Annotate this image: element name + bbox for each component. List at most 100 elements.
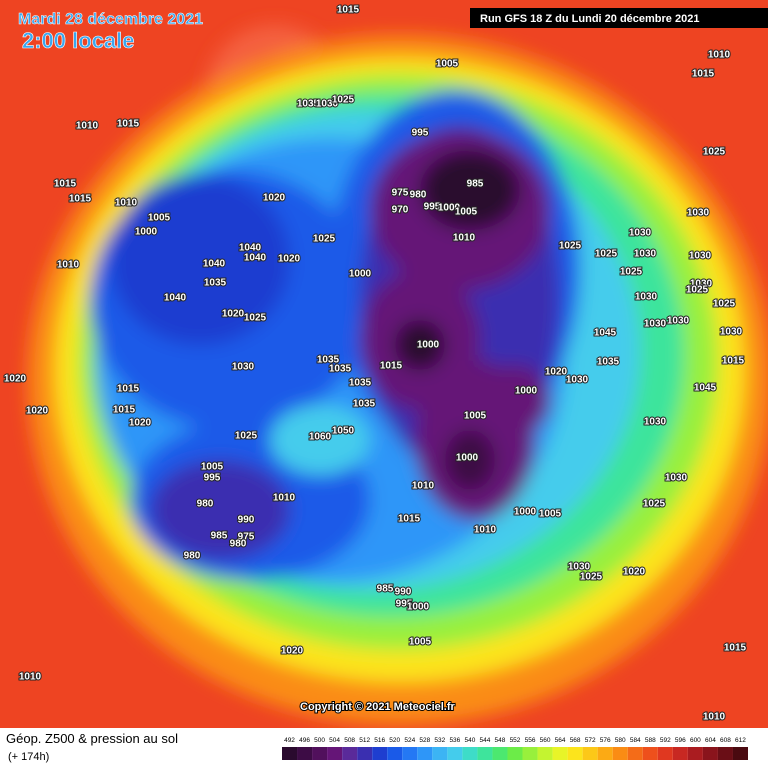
isobar-label: 1035: [297, 99, 320, 110]
isobar-label: 1015: [117, 384, 140, 395]
legend-level: 544: [480, 737, 491, 744]
isobar-label: 1025: [580, 572, 603, 583]
isobar-label: 1040: [164, 293, 187, 304]
isobar-label: 1000: [407, 602, 430, 613]
legend-swatch: [312, 747, 328, 760]
legend-swatch: [492, 747, 508, 760]
legend-swatch: [537, 747, 553, 760]
isobar-label: 1020: [545, 367, 568, 378]
legend-swatch: [687, 747, 703, 760]
legend-level: 596: [675, 737, 686, 744]
isobar-label: 1015: [54, 179, 77, 190]
legend-level: 508: [344, 737, 355, 744]
legend-level: 564: [555, 737, 566, 744]
legend-level: 520: [389, 737, 400, 744]
isobar-label: 1010: [708, 50, 731, 61]
legend-level: 576: [600, 737, 611, 744]
isobar-label: 1005: [148, 213, 171, 224]
isobar-label: 1035: [349, 378, 372, 389]
legend-level: 588: [645, 737, 656, 744]
isobar-label: 980: [230, 539, 247, 550]
legend-level: 500: [314, 737, 325, 744]
date-label: Mardi 28 décembre 2021: [18, 11, 203, 28]
legend-level: 608: [720, 737, 731, 744]
isobar-label: 995: [396, 599, 413, 610]
isobar-label: 985: [467, 179, 484, 190]
isobar-label: 975: [238, 532, 255, 543]
isobar-label: 1020: [263, 193, 286, 204]
isobar-label: 1005: [409, 637, 432, 648]
isobar-label: 1030: [690, 279, 713, 290]
legend-swatch: [597, 747, 613, 760]
isobar-label: 1025: [686, 285, 709, 296]
isobar-label: 980: [410, 190, 427, 201]
run-box: [470, 8, 768, 28]
legend-swatch: [387, 747, 403, 760]
isobar-label: 1010: [76, 121, 99, 132]
legend-swatch: [282, 747, 298, 760]
isobar-label: 1000: [438, 203, 461, 214]
isobar-label: 1025: [703, 147, 726, 158]
isobar-label: 1020: [26, 406, 49, 417]
color-legend: 492 496 500 504 508 512 516 520 524 528 532 536 540 5…: [282, 737, 748, 760]
legend-swatch: [657, 747, 673, 760]
isobar-label: 1015: [380, 361, 403, 372]
legend-level: 552: [510, 737, 521, 744]
legend-level: 540: [464, 737, 475, 744]
legend-level: 524: [404, 737, 415, 744]
legend-swatch: [582, 747, 598, 760]
lead-label: (+ 174h): [8, 751, 49, 763]
isobar-label: 970: [392, 205, 409, 216]
legend-level: 572: [585, 737, 596, 744]
isobar-label: 1015: [692, 69, 715, 80]
isobar-label: 1020: [278, 254, 301, 265]
isobar-label: 1020: [222, 309, 245, 320]
legend-level: 516: [374, 737, 385, 744]
legend-level: 496: [299, 737, 310, 744]
isobar-label: 1015: [722, 356, 745, 367]
isobar-label: 1010: [273, 493, 296, 504]
isobar-label: 1015: [117, 119, 140, 130]
run-label: Run GFS 18 Z du Lundi 20 décembre 2021: [480, 13, 699, 25]
isobar-label: 1030: [634, 249, 657, 260]
legend-level: 504: [329, 737, 340, 744]
isobar-label: 1025: [235, 431, 258, 442]
legend-swatch: [357, 747, 373, 760]
isobar-label: 1020: [129, 418, 152, 429]
isobar-label: 1000: [135, 227, 158, 238]
isobar-label: 1030: [667, 316, 690, 327]
legend-level: 536: [449, 737, 460, 744]
isobar-label: 1030: [687, 208, 710, 219]
isobar-label: 1035: [353, 399, 376, 410]
time-label: 2:00 locale: [22, 28, 135, 53]
isobar-label: 1005: [539, 509, 562, 520]
legend-swatch: [402, 747, 418, 760]
isobar-label: 1030: [316, 99, 339, 110]
isobar-label: 995: [412, 128, 429, 139]
legend-level: 592: [660, 737, 671, 744]
legend-level: 548: [495, 737, 506, 744]
isobar-label: 1010: [474, 525, 497, 536]
isobar-label: 1030: [665, 473, 688, 484]
legend-swatch: [432, 747, 448, 760]
isobar-label: 1030: [644, 319, 667, 330]
legend-swatch: [342, 747, 358, 760]
isobar-label: 1035: [204, 278, 227, 289]
isobar-label: 1040: [239, 243, 262, 254]
legend-swatch: [717, 747, 733, 760]
legend-level: 560: [540, 737, 551, 744]
isobar-label: 1005: [436, 59, 459, 70]
isobar-label: 1040: [244, 253, 267, 264]
legend-swatch: [642, 747, 658, 760]
isobar-label: 1000: [514, 507, 537, 518]
legend-swatch: [567, 747, 583, 760]
isobar-label: 1005: [455, 207, 478, 218]
isobar-label: 1035: [317, 355, 340, 366]
legend-swatch: [477, 747, 493, 760]
isobar-label: 990: [395, 587, 412, 598]
isobar-label: 1015: [724, 643, 747, 654]
isobar-label: 1030: [566, 375, 589, 386]
isobar-label: 1030: [629, 228, 652, 239]
isobar-label: 1025: [595, 249, 618, 260]
